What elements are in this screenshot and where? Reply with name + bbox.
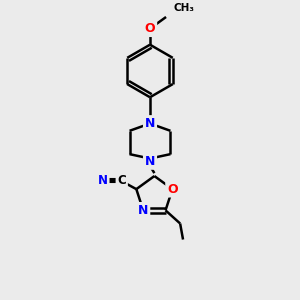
Text: CH₃: CH₃	[173, 3, 194, 13]
Text: C: C	[117, 174, 126, 187]
Text: N: N	[138, 204, 148, 217]
Text: O: O	[145, 22, 155, 35]
Text: N: N	[98, 174, 108, 187]
Text: N: N	[145, 117, 155, 130]
Text: O: O	[167, 183, 178, 196]
Text: N: N	[145, 155, 155, 168]
